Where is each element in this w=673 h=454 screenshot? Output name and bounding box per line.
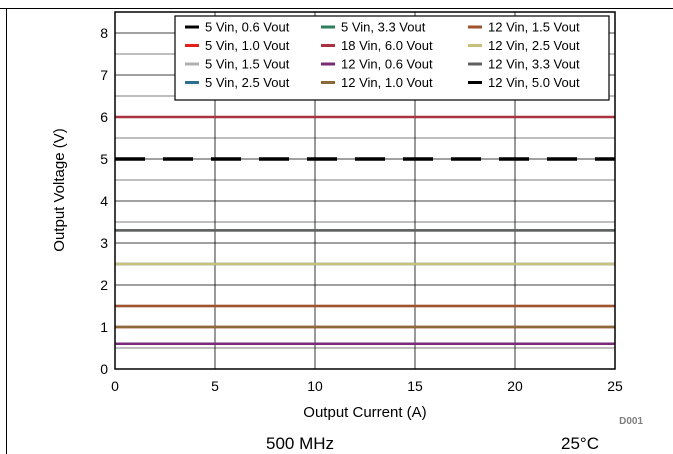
legend-item: 12 Vin, 2.5 Vout xyxy=(468,38,580,53)
legend-item: 5 Vin, 0.6 Vout xyxy=(185,20,290,35)
legend-label: 18 Vin, 6.0 Vout xyxy=(341,38,433,53)
legend-box xyxy=(174,15,610,101)
x-tick-label: 0 xyxy=(111,378,119,394)
legend-label: 5 Vin, 1.5 Vout xyxy=(205,57,290,72)
y-tick-label: 5 xyxy=(100,151,108,167)
caption-temperature: 25°C xyxy=(561,434,599,453)
x-tick-label: 20 xyxy=(507,378,523,394)
frame-left-border xyxy=(6,8,7,454)
y-tick-label: 8 xyxy=(100,25,108,41)
figure-code: D001 xyxy=(619,416,643,427)
series-layer xyxy=(115,115,615,346)
x-tick-label: 5 xyxy=(211,378,219,394)
legend-label: 5 Vin, 3.3 Vout xyxy=(341,20,426,35)
legend-label: 12 Vin, 3.3 Vout xyxy=(488,57,580,72)
legend-item: 5 Vin, 1.5 Vout xyxy=(185,57,290,72)
x-tick-label: 25 xyxy=(607,378,623,394)
x-axis-title: Output Current (A) xyxy=(303,404,426,421)
frame-top-border xyxy=(0,8,673,9)
caption-frequency: 500 MHz xyxy=(266,434,334,453)
legend-item: 12 Vin, 5.0 Vout xyxy=(468,75,580,90)
legend-label: 12 Vin, 2.5 Vout xyxy=(488,38,580,53)
y-tick-label: 3 xyxy=(100,235,108,251)
plot-frame xyxy=(114,11,616,370)
legend-item: 12 Vin, 1.5 Vout xyxy=(468,20,580,35)
y-tick-labels: 0 1 2 3 4 5 6 7 8 xyxy=(100,25,108,377)
y-tick-label: 0 xyxy=(100,361,108,377)
legend-label: 12 Vin, 1.0 Vout xyxy=(341,75,433,90)
y-tick-label: 4 xyxy=(100,193,108,209)
y-tick-label: 7 xyxy=(100,67,108,83)
legend-item: 18 Vin, 6.0 Vout xyxy=(321,38,433,53)
legend-item: 12 Vin, 1.0 Vout xyxy=(321,75,433,90)
y-tick-label: 2 xyxy=(100,277,108,293)
y-tick-label: 1 xyxy=(100,319,108,335)
legend-label: 5 Vin, 0.6 Vout xyxy=(205,20,290,35)
legend-item: 12 Vin, 3.3 Vout xyxy=(468,57,580,72)
legend: 5 Vin, 0.6 Vout 5 Vin, 3.3 Vout 12 Vin, 1.… xyxy=(174,15,610,101)
legend-label: 5 Vin, 2.5 Vout xyxy=(205,75,290,90)
y-axis-title: Output Voltage (V) xyxy=(51,128,68,251)
x-tick-labels: 0 5 10 15 20 25 xyxy=(111,378,623,394)
legend-label: 12 Vin, 0.6 Vout xyxy=(341,57,433,72)
legend-item: 5 Vin, 2.5 Vout xyxy=(185,75,290,90)
legend-item: 5 Vin, 3.3 Vout xyxy=(321,20,426,35)
x-tick-label: 10 xyxy=(307,378,323,394)
legend-item: 12 Vin, 0.6 Vout xyxy=(321,57,433,72)
legend-item: 5 Vin, 1.0 Vout xyxy=(185,38,290,53)
y-tick-label: 6 xyxy=(100,109,108,125)
x-tick-label: 15 xyxy=(407,378,423,394)
legend-label: 12 Vin, 5.0 Vout xyxy=(488,75,580,90)
legend-label: 5 Vin, 1.0 Vout xyxy=(205,38,290,53)
legend-label: 12 Vin, 1.5 Vout xyxy=(488,20,580,35)
